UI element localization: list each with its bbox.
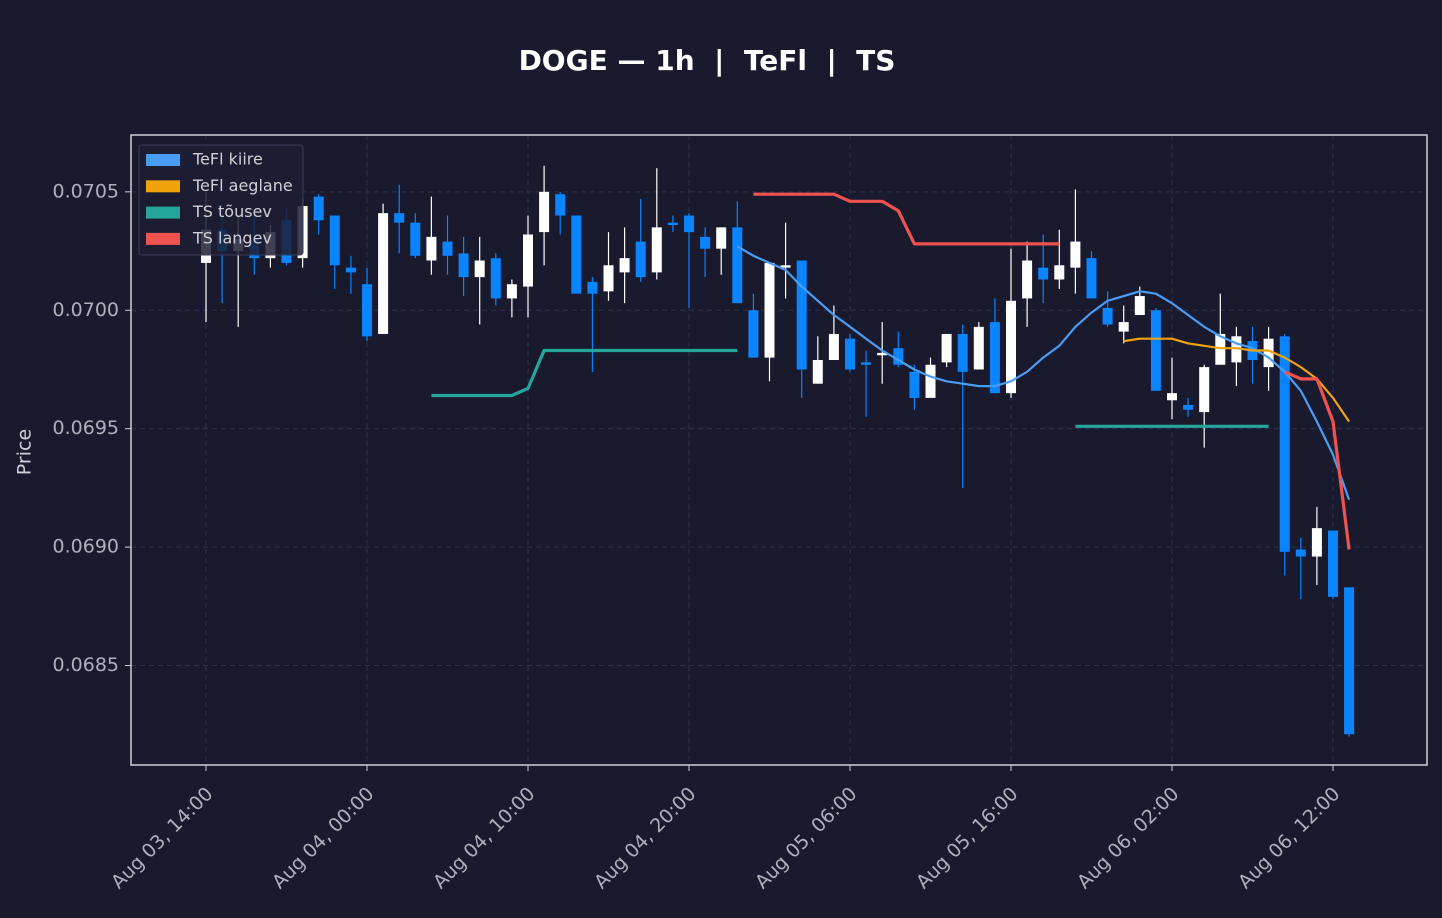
candle-body: [893, 348, 904, 365]
candle-body: [1328, 530, 1338, 597]
candle-body: [362, 284, 372, 337]
candle-body: [941, 333, 952, 363]
y-tick-label: 0.0700: [53, 299, 119, 321]
line-series: [431, 348, 1269, 428]
candle-body: [345, 267, 356, 273]
candle-body: [700, 236, 711, 249]
line-series: [736, 245, 1351, 501]
candle-body: [989, 322, 1000, 394]
marks: [201, 165, 1355, 737]
candle-body: [1183, 405, 1194, 410]
candle-body: [877, 352, 888, 356]
legend-swatch: [146, 154, 180, 166]
candle-body: [603, 265, 614, 292]
candle-body: [490, 258, 501, 299]
candle-body: [748, 310, 759, 358]
candle-body: [684, 215, 694, 233]
candle-body: [571, 215, 582, 294]
y-axis-label: Price: [14, 429, 36, 475]
legend: TeFl kiire TeFl aeglane TS tõusev TS langev: [138, 144, 304, 256]
candle-body: [523, 234, 533, 287]
candle-body: [1311, 528, 1322, 557]
candle-body: [378, 213, 389, 334]
candle-body: [812, 360, 823, 384]
candle-body: [796, 260, 807, 370]
candle-body: [394, 213, 405, 223]
chart-title: DOGE — 1h | TeFl | TS: [519, 44, 896, 77]
candle-body: [329, 215, 340, 266]
candle-body: [1118, 322, 1129, 332]
candle-body: [1102, 307, 1113, 325]
candle-body: [313, 196, 324, 221]
candle-body: [667, 222, 678, 225]
candle-body: [1134, 296, 1145, 315]
candle-body: [973, 326, 984, 370]
candle-body: [651, 227, 662, 273]
candle-body: [619, 258, 630, 273]
candle-body: [780, 265, 791, 268]
candle-body: [458, 253, 469, 278]
candle-body: [1022, 260, 1033, 299]
candle-body: [474, 260, 485, 278]
candle-body: [1006, 300, 1016, 394]
candle-body: [426, 236, 437, 261]
candle-body: [909, 371, 920, 398]
candle-body: [1167, 393, 1177, 401]
candle-body: [587, 281, 598, 294]
candle-body: [1263, 338, 1274, 368]
legend-label: TeFl aeglane: [192, 176, 293, 195]
plot-frame: [130, 134, 1428, 766]
legend-box: [138, 144, 304, 256]
legend-label: TS tõusev: [192, 202, 272, 221]
line-series: [1123, 337, 1351, 423]
candle-body: [716, 227, 727, 249]
legend-label: TS langev: [192, 228, 272, 247]
legend-label: TeFl kiire: [192, 150, 263, 169]
candle-body: [1054, 265, 1065, 280]
y-tick-label: 0.0705: [53, 180, 119, 202]
candle-body: [1279, 336, 1290, 552]
candle-body: [635, 241, 646, 278]
candle-body: [1344, 587, 1355, 735]
candle-body: [539, 191, 550, 233]
candle-body: [1199, 367, 1210, 413]
candle-body: [1150, 310, 1161, 391]
candle-body: [1215, 333, 1226, 365]
candle-body: [1231, 336, 1242, 363]
legend-swatch: [146, 232, 180, 245]
candle-body: [764, 262, 775, 358]
candle-body: [957, 333, 968, 372]
candle-body: [410, 222, 421, 256]
line-series: [753, 192, 1351, 550]
candle-body: [845, 338, 855, 370]
candle-body: [1038, 267, 1049, 280]
y-tick-label: 0.0685: [53, 654, 119, 676]
candle-body: [506, 284, 517, 299]
y-tick-label: 0.0695: [53, 417, 119, 439]
candle-body: [1070, 241, 1081, 268]
candle-body: [732, 227, 743, 304]
candle-body: [828, 333, 839, 360]
candle-body: [861, 362, 872, 365]
y-tick-label: 0.0690: [53, 536, 119, 558]
candle-body: [1086, 258, 1097, 299]
candle-body: [555, 194, 566, 216]
legend-swatch: [146, 206, 180, 219]
candle-body: [925, 364, 936, 398]
candle-body: [442, 241, 453, 256]
candle-body: [1295, 549, 1306, 557]
legend-swatch: [146, 180, 180, 193]
